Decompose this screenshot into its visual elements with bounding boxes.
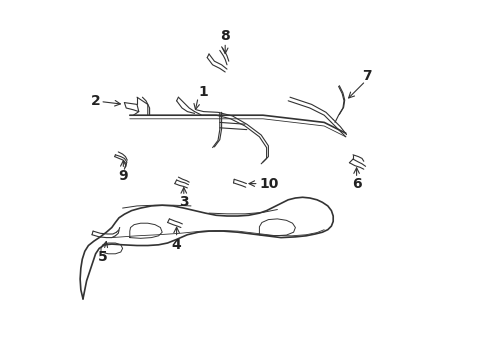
Text: 10: 10 [259,177,279,190]
Text: 6: 6 [352,177,362,190]
Text: 8: 8 [220,29,230,43]
Text: 7: 7 [363,69,372,82]
Text: 1: 1 [199,85,208,99]
Text: 2: 2 [91,94,100,108]
Text: 9: 9 [118,170,127,183]
Text: 5: 5 [98,251,108,264]
Text: 3: 3 [179,195,189,208]
Text: 4: 4 [172,238,181,252]
